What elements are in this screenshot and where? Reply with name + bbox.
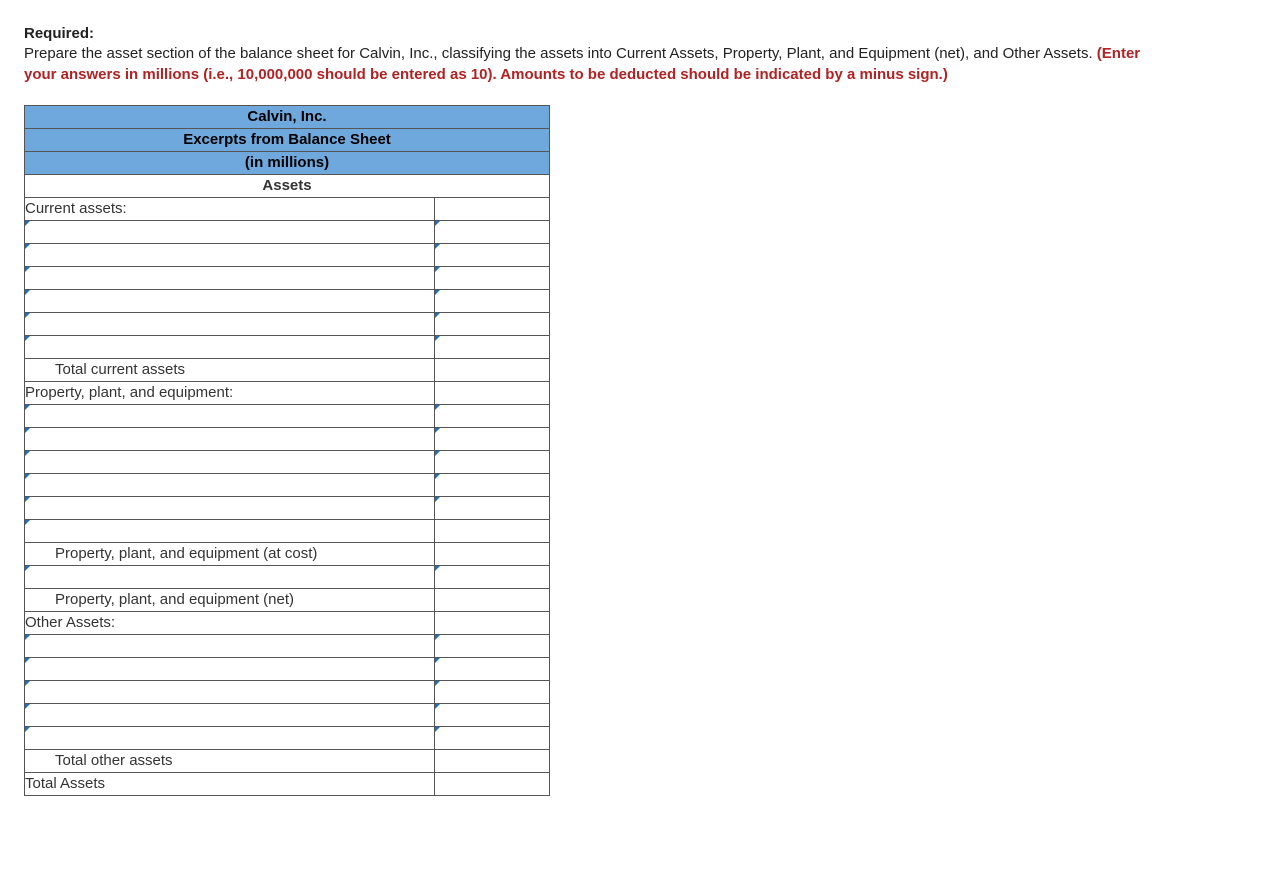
ppe-line-5-label[interactable] — [25, 496, 435, 519]
ppe-at-cost-value — [435, 542, 550, 565]
ca-line-6-label[interactable] — [25, 335, 435, 358]
table-header-units: (in millions) — [25, 151, 550, 174]
ca-line-5-label[interactable] — [25, 312, 435, 335]
ca-line-4-value[interactable] — [435, 289, 550, 312]
ppe-line-1-value[interactable] — [435, 404, 550, 427]
ppe-deduct-label[interactable] — [25, 565, 435, 588]
total-other-assets-value — [435, 749, 550, 772]
oa-line-2-label[interactable] — [25, 657, 435, 680]
total-assets-label: Total Assets — [25, 772, 435, 795]
current-assets-label: Current assets: — [25, 197, 435, 220]
ppe-deduct-value[interactable] — [435, 565, 550, 588]
total-assets-value — [435, 772, 550, 795]
ppe-line-5-value[interactable] — [435, 496, 550, 519]
ppe-line-3-label[interactable] — [25, 450, 435, 473]
total-current-assets-label: Total current assets — [25, 358, 435, 381]
ca-line-2-label[interactable] — [25, 243, 435, 266]
table-header-company: Calvin, Inc. — [25, 105, 550, 128]
oa-line-1-label[interactable] — [25, 634, 435, 657]
ppe-line-4-value[interactable] — [435, 473, 550, 496]
ppe-at-cost-label: Property, plant, and equipment (at cost) — [25, 542, 435, 565]
oa-line-3-label[interactable] — [25, 680, 435, 703]
other-assets-value-blank — [435, 611, 550, 634]
current-assets-value-blank — [435, 197, 550, 220]
ppe-line-6-value-blank — [435, 519, 550, 542]
oa-line-5-value[interactable] — [435, 726, 550, 749]
ca-line-6-value[interactable] — [435, 335, 550, 358]
ca-line-1-label[interactable] — [25, 220, 435, 243]
ca-line-3-value[interactable] — [435, 266, 550, 289]
required-label: Required: — [24, 25, 94, 42]
ppe-line-2-label[interactable] — [25, 427, 435, 450]
oa-line-5-label[interactable] — [25, 726, 435, 749]
ca-line-1-value[interactable] — [435, 220, 550, 243]
other-assets-label: Other Assets: — [25, 611, 435, 634]
question-prompt: Required: Prepare the asset section of t… — [24, 24, 1164, 85]
ca-line-4-label[interactable] — [25, 289, 435, 312]
ppe-line-3-value[interactable] — [435, 450, 550, 473]
assets-header: Assets — [25, 174, 550, 197]
total-current-assets-value — [435, 358, 550, 381]
oa-line-3-value[interactable] — [435, 680, 550, 703]
ppe-line-4-label[interactable] — [25, 473, 435, 496]
oa-line-4-label[interactable] — [25, 703, 435, 726]
ppe-line-1-label[interactable] — [25, 404, 435, 427]
ca-line-5-value[interactable] — [435, 312, 550, 335]
oa-line-1-value[interactable] — [435, 634, 550, 657]
oa-line-2-value[interactable] — [435, 657, 550, 680]
ppe-value-blank — [435, 381, 550, 404]
ppe-line-6-label[interactable] — [25, 519, 435, 542]
ca-line-2-value[interactable] — [435, 243, 550, 266]
prompt-body: Prepare the asset section of the balance… — [24, 45, 1097, 62]
ppe-net-value — [435, 588, 550, 611]
ppe-line-2-value[interactable] — [435, 427, 550, 450]
total-other-assets-label: Total other assets — [25, 749, 435, 772]
table-header-title: Excerpts from Balance Sheet — [25, 128, 550, 151]
balance-sheet-table: Calvin, Inc. Excerpts from Balance Sheet… — [24, 105, 550, 796]
ca-line-3-label[interactable] — [25, 266, 435, 289]
ppe-label: Property, plant, and equipment: — [25, 381, 435, 404]
ppe-net-label: Property, plant, and equipment (net) — [25, 588, 435, 611]
oa-line-4-value[interactable] — [435, 703, 550, 726]
